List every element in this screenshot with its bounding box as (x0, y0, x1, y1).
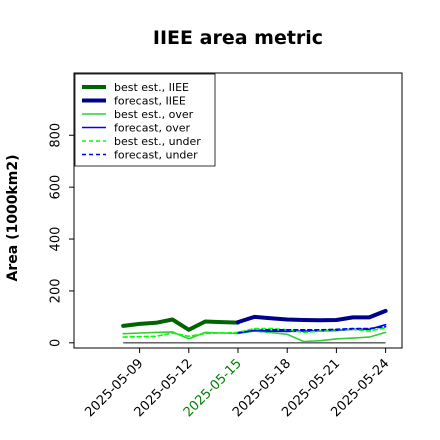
legend-label: forecast, under (114, 149, 198, 162)
y-axis: 0 200 400 600 800 (49, 123, 74, 347)
y-tick-label: 800 (49, 123, 64, 148)
y-axis-label: Area (1000km2) (5, 155, 21, 282)
y-tick-label: 400 (49, 227, 64, 252)
series-lines (121, 308, 388, 344)
legend-label: best est., IIEE (114, 81, 189, 94)
series-line-6 (237, 325, 387, 334)
y-tick-label: 0 (49, 339, 64, 347)
x-axis: 2025-05-092025-05-122025-05-152025-05-18… (82, 348, 392, 420)
series-line-3 (122, 330, 387, 343)
y-tick-label: 600 (49, 175, 64, 200)
series-line-1 (121, 317, 240, 332)
y-tick-label: 200 (49, 279, 64, 304)
series-line-2 (236, 308, 388, 325)
legend-label: forecast, IIEE (114, 95, 186, 108)
legend-label: forecast, over (114, 122, 190, 135)
legend-box (74, 73, 216, 167)
series-line-5 (122, 326, 387, 338)
chart-title: IIEE area metric (153, 27, 323, 49)
legend-label: best est., under (114, 135, 201, 148)
legend-label: best est., over (114, 108, 194, 121)
